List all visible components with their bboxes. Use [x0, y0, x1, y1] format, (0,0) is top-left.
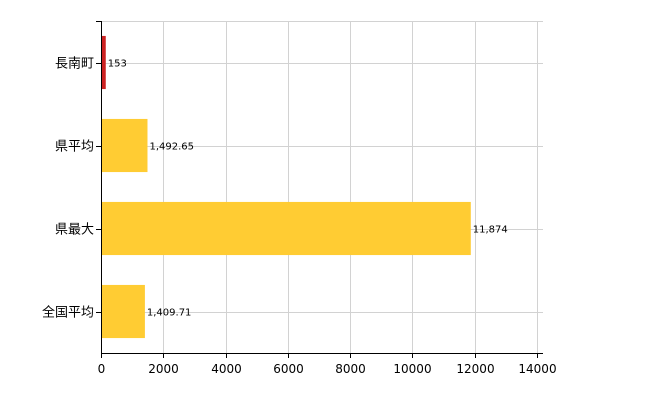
x-tick-label-10000: 10000 — [393, 362, 431, 376]
data-label-0: 153 — [108, 59, 127, 70]
bars — [102, 35, 471, 339]
data-label-2: 11,874 — [473, 225, 508, 236]
data-label-3: 1,409.71 — [147, 308, 192, 319]
bar-1 — [102, 118, 148, 173]
grid-lines — [101, 21, 543, 353]
axes — [96, 21, 543, 358]
bar-0 — [102, 35, 106, 90]
category-label-2: 県最大 — [55, 223, 94, 238]
data-label-1: 1,492.65 — [149, 142, 194, 153]
bar-3 — [102, 284, 145, 339]
x-tick-label-2000: 2000 — [148, 362, 179, 376]
x-tick-label-6000: 6000 — [273, 362, 304, 376]
bar-2 — [102, 201, 471, 256]
category-label-3: 全国平均 — [42, 305, 94, 321]
x-tick-label-8000: 8000 — [335, 362, 366, 376]
x-tick-label-14000: 14000 — [518, 362, 556, 376]
x-tick-label-0: 0 — [98, 362, 106, 376]
x-tick-label-4000: 4000 — [211, 362, 242, 376]
x-tick-label-12000: 12000 — [456, 362, 494, 376]
labels: 153 長南町 1,492.65 県平均 11,874 県最大 1,409.71 全国平均 0 2… — [42, 56, 557, 377]
category-label-0: 長南町 — [55, 56, 94, 72]
category-label-1: 県平均 — [55, 140, 94, 155]
